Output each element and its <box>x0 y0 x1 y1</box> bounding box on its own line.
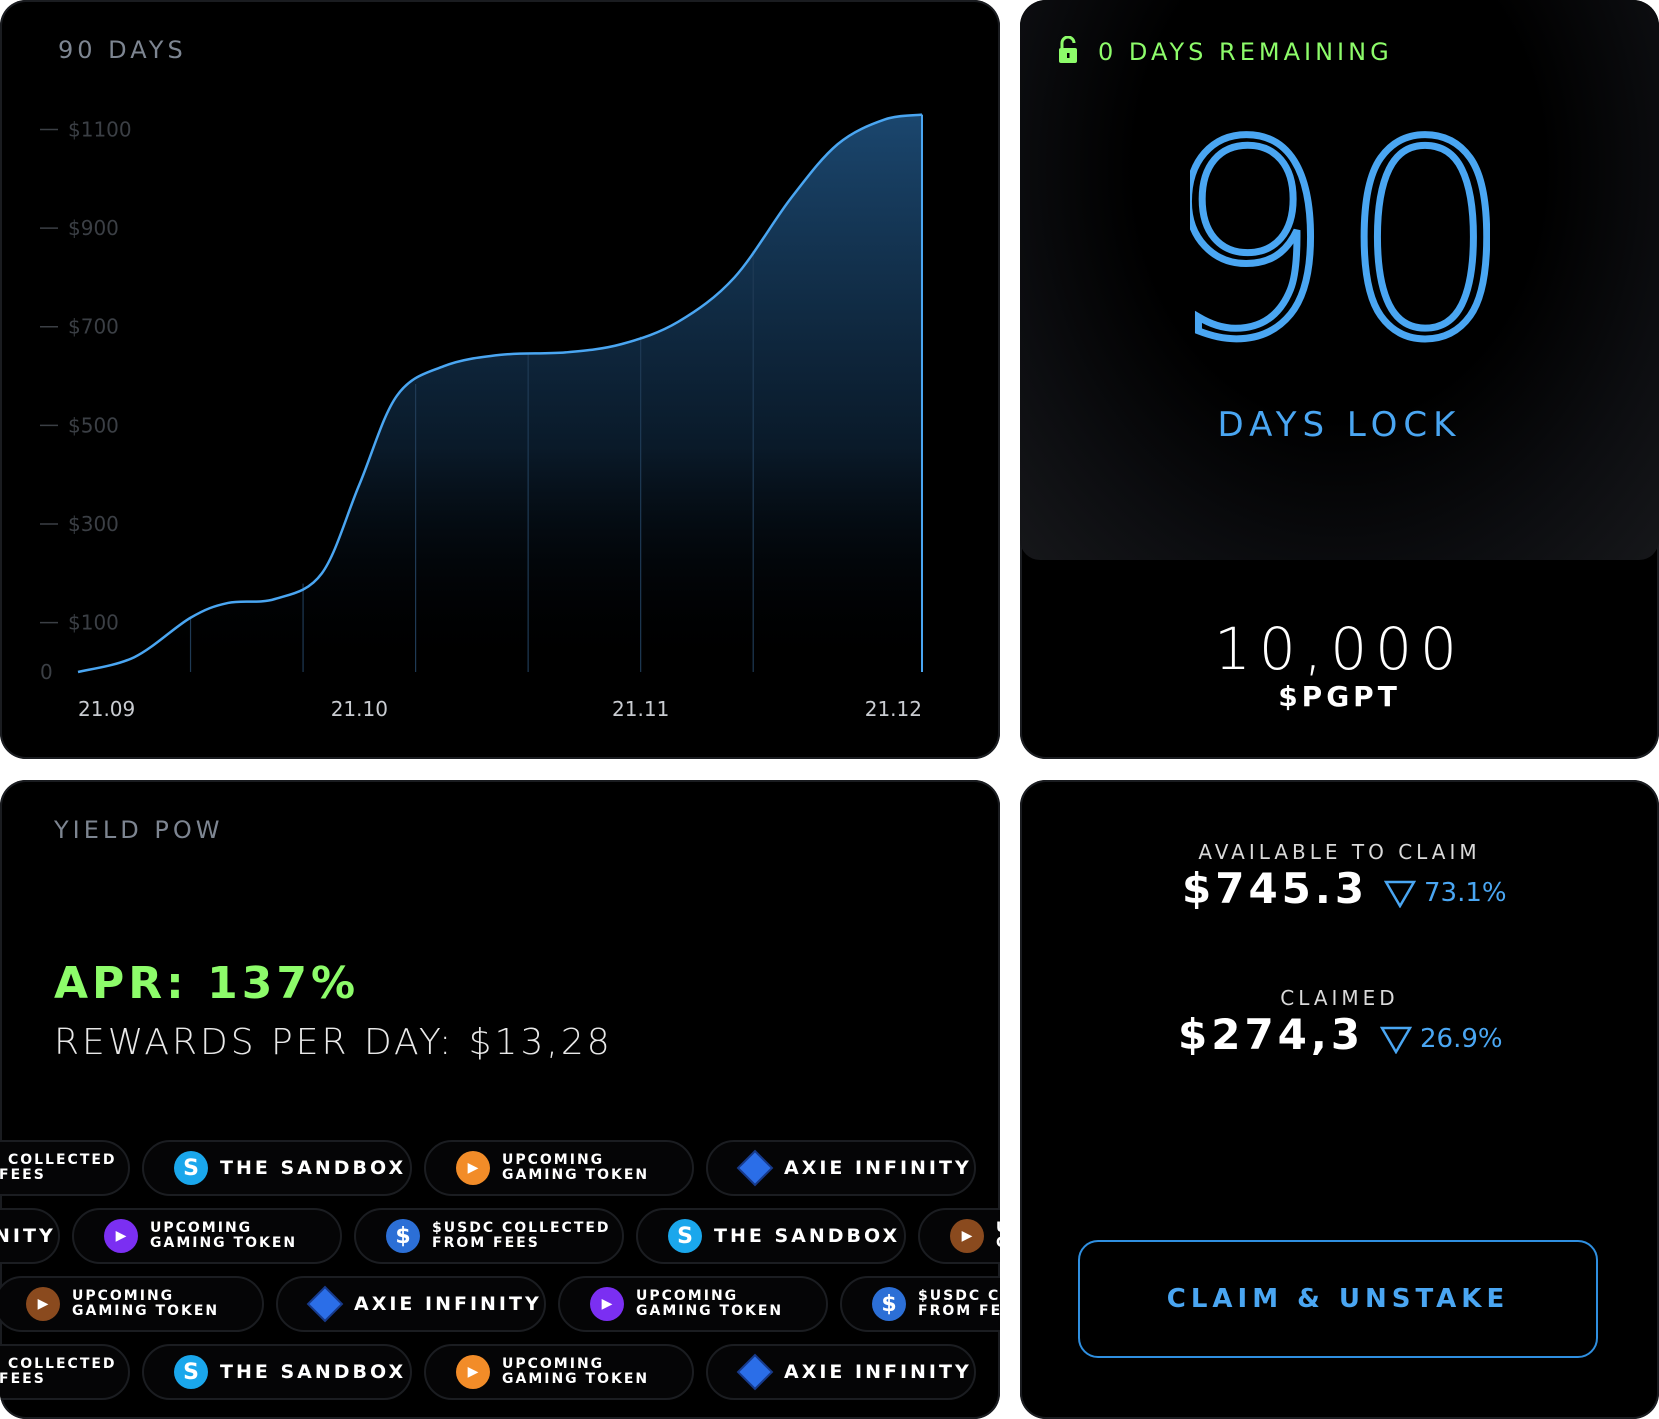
token-pill: AXIE INFINITY <box>706 1140 976 1196</box>
triangle-down-icon <box>1380 1026 1412 1054</box>
token-pill-label: AXIE INFINITY <box>784 1157 972 1179</box>
token-pill: AXIE INFINITY <box>706 1344 976 1400</box>
staked-amount: 10,000 <box>1214 615 1465 683</box>
axie-icon <box>308 1287 342 1321</box>
available-percent: 73.1% <box>1424 878 1507 908</box>
axie-icon <box>738 1355 772 1389</box>
token-pill-label: AXIE INFINITY <box>354 1293 542 1315</box>
claim-card: AVAILABLE TO CLAIM $745.3 73.1% CLAIMED … <box>1020 780 1659 1419</box>
y-tick-label: $900 <box>68 216 119 240</box>
y-tick-label: 0 <box>40 660 53 684</box>
available-value: $745.3 <box>1182 864 1369 913</box>
x-tick-label: 21.10 <box>331 697 388 721</box>
claimed-value: $274,3 <box>1178 1010 1365 1059</box>
triangle-down-icon <box>1384 880 1416 908</box>
y-tick-label: $300 <box>68 512 119 536</box>
apr-value: APR: 137% <box>54 958 360 1009</box>
y-tick-label: $100 <box>68 611 119 635</box>
rewards-per-day: REWARDS PER DAY: $13,28 <box>54 1022 613 1063</box>
lock-panel: 0 DAYS REMAINING 90 DAYS LOCK <box>1020 0 1659 560</box>
x-tick-label: 21.09 <box>78 697 135 721</box>
token-pill: AXIE INFINITY <box>0 1208 60 1264</box>
claim-unstake-button[interactable]: CLAIM & UNSTAKE <box>1078 1240 1598 1358</box>
yield-card: YIELD POW APR: 137% REWARDS PER DAY: $13… <box>0 780 1000 1419</box>
series-line <box>77 113 923 674</box>
axie-icon <box>738 1151 772 1185</box>
token-pill: S THE SANDBOX <box>636 1208 906 1264</box>
lock-days-number: 90 <box>1020 81 1659 403</box>
y-tick-label: $700 <box>68 315 119 339</box>
unlock-icon <box>1059 36 1077 63</box>
days-remaining: 0 DAYS REMAINING <box>1098 38 1393 66</box>
purple-icon: ▶ <box>590 1287 624 1321</box>
orange-icon: ▶ <box>456 1151 490 1185</box>
x-tick-label: 21.11 <box>612 697 669 721</box>
token-pill-label: AXIE INFINITY <box>784 1361 972 1383</box>
token-pill: S THE SANDBOX <box>142 1140 412 1196</box>
token-row: ▶ UPCOMING GAMING TOKEN AXIE INFINITY ▶ UPCOM… <box>0 1276 1000 1336</box>
brown-icon: ▶ <box>26 1287 60 1321</box>
purple-icon: ▶ <box>104 1219 138 1253</box>
orange-icon: ▶ <box>456 1355 490 1389</box>
area-fill <box>78 114 922 673</box>
token-pill: S THE SANDBOX <box>142 1344 412 1400</box>
lock-card: 0 DAYS REMAINING 90 DAYS LOCK 10,000 $PG… <box>1020 0 1659 759</box>
available-label: AVAILABLE TO CLAIM <box>1198 840 1481 864</box>
brown-icon: ▶ <box>950 1219 984 1253</box>
token-pill-label: THE SANDBOX <box>220 1361 407 1383</box>
price-chart: $1100 $900 $700 $500 $300 $100 0 21.09 21.10 21.… <box>40 113 923 721</box>
chart-card: 90 DAYS $1100 $900 $700 $500 $300 $100 0 21.09… <box>0 0 1000 759</box>
token-pill-label: THE SANDBOX <box>220 1157 407 1179</box>
token-symbol: $PGPT <box>1278 680 1401 713</box>
sand-icon: S <box>668 1219 702 1253</box>
token-pill: AXIE INFINITY <box>276 1276 546 1332</box>
claimed-label: CLAIMED <box>1280 986 1399 1010</box>
svg-text:90: 90 <box>1190 130 1490 360</box>
claimed-percent: 26.9% <box>1420 1024 1503 1054</box>
x-tick-label: 21.12 <box>865 697 922 721</box>
y-tick-label: $1100 <box>68 117 132 141</box>
sand-icon: S <box>174 1151 208 1185</box>
token-pill-label: AXIE INFINITY <box>0 1225 56 1247</box>
y-tick-label: $500 <box>68 413 119 437</box>
yield-title: YIELD POW <box>54 816 224 844</box>
sand-icon: S <box>174 1355 208 1389</box>
chart-title: 90 DAYS <box>58 36 187 64</box>
days-lock-label: DAYS LOCK <box>1217 405 1462 445</box>
usdc-icon: $ <box>872 1287 906 1321</box>
usdc-icon: $ <box>386 1219 420 1253</box>
token-pill-label: THE SANDBOX <box>714 1225 901 1247</box>
